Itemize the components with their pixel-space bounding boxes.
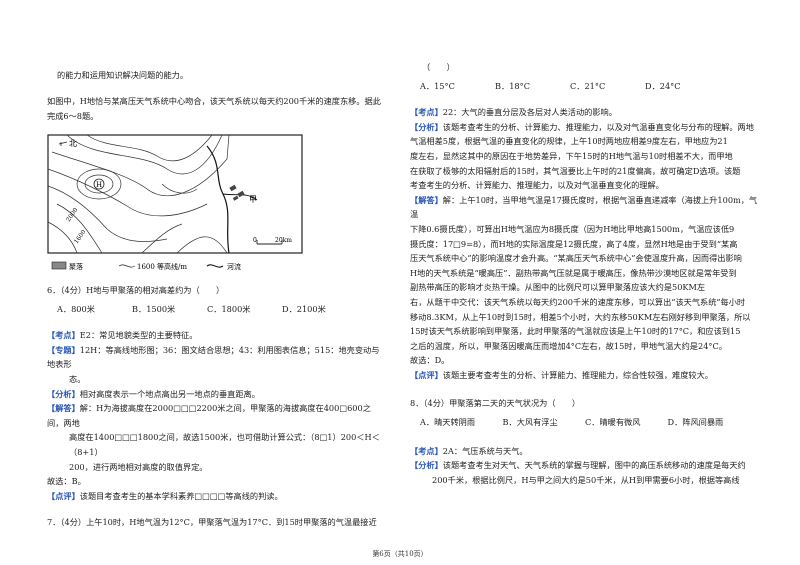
jieda-line-4: 压天气系统中心”的影响温度才会升高。“某高压天气系统中心”会使温度升高，因而得出… xyxy=(410,253,742,264)
jieda-line-5: H地的天气系统是“暖高压”．副热带高气压就是属于暖高压，像热带沙漠地区就是常年受… xyxy=(410,267,737,278)
kaodian-tag: 【考点】 xyxy=(410,445,443,456)
legend-contour-value: 1600 xyxy=(137,263,155,271)
fenxi-line: 【分析】相对高度表示一个地点高出另一地点的垂直距离。 xyxy=(47,388,260,399)
text-line: 的能力和运用知识解决问题的能力。 xyxy=(57,70,189,80)
option-c: C．1800米 xyxy=(207,303,251,314)
option-d: D．2100米 xyxy=(282,303,326,314)
dianping-tag: 【点评】 xyxy=(47,490,80,501)
option-a: A．800米 xyxy=(57,303,95,314)
question-6-block: 6．（4分）H地与甲聚落的相对高差约为（ ） A．800米 B．1500米 C．… xyxy=(47,283,387,530)
jieda-line-8: 移动8.3KM，从上午10时到15时，相差5个小时，大约东移50KM左右刚好移到… xyxy=(410,311,751,322)
jieda-tag: 【解答】 xyxy=(410,194,443,205)
contour-map-svg: 北 甲 H 2000 1600 xyxy=(47,134,303,271)
fenxi-tag: 【分析】 xyxy=(410,121,443,132)
zhuanti-line-2: 态。 xyxy=(69,373,86,384)
legend-contour: 等高线/m xyxy=(157,262,187,271)
scale-zero: 0 xyxy=(253,237,257,244)
jieda-line-2: 高度在1400□□□1800之间，故选1500米，也可借助计算公式：（8□1）2… xyxy=(69,432,380,457)
question-6-options: A．800米 B．1500米 C．1800米 D．2100米 xyxy=(47,302,357,317)
option-b: B．18°C xyxy=(495,80,530,91)
contour-map: 北 甲 H 2000 1600 xyxy=(47,134,303,276)
jieda-line-9: 15时该天气系统影响到甲聚落，此时甲聚落的气温就应该是上午10时的17°C，和应… xyxy=(410,326,741,337)
fenxi-line-q8-2: 200千米，根据比例尺，H与甲之间大约是50千米，从H到甲需要6小时，根据等高线 xyxy=(432,474,740,485)
dianping-tag: 【点评】 xyxy=(410,369,443,380)
contour-legend-icon xyxy=(118,264,136,268)
fenxi-tag: 【分析】 xyxy=(410,460,443,471)
fenxi-line-2: 气温相差5度，根据气温的垂直变化的规律，上午10时两地应相差9度左右，甲地应为2… xyxy=(410,136,728,147)
intro-paragraph: 如图中，H地恰与某高压天气系统中心吻合，该天气系统以每天约200千米的速度东移。… xyxy=(47,96,381,121)
fenxi-line: 【分析】该题考查考生的分析、计算能力、推理能力，以及对气温垂直变化与分布的理解。… xyxy=(410,121,754,132)
kaodian-tag: 【考点】 xyxy=(410,107,443,118)
right-column: （ ） A．15°C B．18°C C．21°C D．24°C 【考点】22：大… xyxy=(410,60,762,487)
question-7-options: A．15°C B．18°C C．21°C D．24°C xyxy=(410,79,720,94)
option-b: B．大风有浮尘 xyxy=(502,417,558,428)
answer-line: 故选：B。 xyxy=(47,476,86,487)
jieda-line-10: 之后的温度，所以，甲聚落因暖高压而增加4°C左右，故15时，甲地气温大约是24°… xyxy=(410,340,727,351)
scale-20km: 20km xyxy=(275,237,292,244)
dianping-line: 【点评】该题目考查考生的基本学科素养□□□□等高线的判读。 xyxy=(47,490,283,501)
option-c: C．21°C xyxy=(570,80,606,91)
north-label: 北 xyxy=(69,139,77,148)
river-legend-icon xyxy=(206,264,224,268)
jia-label: 甲 xyxy=(249,195,257,204)
question-6: 6．（4分）H地与甲聚落的相对高差约为（ ） xyxy=(47,285,225,295)
fenxi-tag: 【分析】 xyxy=(47,388,80,399)
jieda-line: 【解答】解：上午10时，当甲地气温是17摄氏度时，根据气温垂直递减率（海拔上升1… xyxy=(410,194,758,220)
page-footer: 第6页（共10页） xyxy=(372,550,428,558)
jieda-line-6: 副热带高压的影响才炎热干燥。从图中的比例尺可以算甲聚落应该大约是50KM左 xyxy=(410,282,706,293)
fenxi-line-4: 在获取了极够的太阳辐射后的15时，其气温要比上午时的21度偏高，故可确定D选项。… xyxy=(410,165,741,176)
jieda-line-3: 摄氏度：17□9=8），而H地的实际温度是12摄氏度，高了4度，显然H地是由于受… xyxy=(410,238,738,249)
option-d: D．24°C xyxy=(645,80,681,91)
question-7: 7．（4分）上午10时，H地气温为12°C，甲聚落气温为17°C．到15时甲聚落… xyxy=(47,517,377,528)
option-a: A．15°C xyxy=(420,80,455,91)
question-8: 8．（4分）甲聚落第二天的天气状况为（ ） xyxy=(410,398,581,409)
kaodian-line: 【考点】22：大气的垂直分层及各层对人类活动的影响。 xyxy=(410,107,617,118)
village-legend-icon xyxy=(51,261,67,270)
question-8-options: A．晴天转阴雨 B．大风有浮尘 C．晴暖有微风 D．阵风间暴雨 xyxy=(410,415,750,430)
jieda-line-3: 200，进行两地相对高度的取值界定。 xyxy=(69,461,208,472)
legend-village: 聚落 xyxy=(69,262,83,271)
h-label: H xyxy=(96,181,102,189)
fenxi-line-3: 度左右，显然这其中的原因在于地势差异，下午15时的H地气温与10时相差不大，而甲… xyxy=(410,150,733,161)
kaodian-tag: 【考点】 xyxy=(47,330,80,341)
paren-line: （ ） xyxy=(422,62,455,72)
legend-river: 河流 xyxy=(227,262,241,271)
option-a: A．晴天转阴雨 xyxy=(420,417,476,428)
kaodian-line-q8: 【考点】2A：气压系统与天气。 xyxy=(410,445,528,456)
option-d: D．阵风间暴雨 xyxy=(667,417,724,428)
jieda-tag: 【解答】 xyxy=(47,403,80,414)
jieda-line-2: 下降0.6摄氏度），可算出H地气温应为8摄氏度（因为H地比甲地高1500m，气温… xyxy=(410,223,735,234)
dianping-line: 【点评】该题主要考查考生的分析、计算能力、推理能力，综合性较强，难度较大。 xyxy=(410,369,713,380)
zhuanti-line: 【专题】12H：等高线地形图；36：图文结合思想；43：利用图表信息；515：地… xyxy=(47,344,380,370)
jieda-line: 【解答】解：H为海拔高度在2000□□□2200米之间，甲聚落的海拔高度在400… xyxy=(47,403,371,428)
jieda-line-7: 右，从题干中交代：该天气系统以每天约200千米的速度东移，可以算出“该天气系统”… xyxy=(410,296,746,307)
answer-line: 故选：D。 xyxy=(410,355,450,366)
kaodian-line: 【考点】E2：常见地貌类型的主要特征。 xyxy=(47,330,198,341)
zhuanti-tag: 【专题】 xyxy=(47,344,80,355)
fenxi-line-q8: 【分析】该题考查考生对天气、天气系统的掌握与理解，图中的高压系统移动的速度是每天… xyxy=(410,460,746,471)
fenxi-line-5: 考查考生的分析、计算能力、推理能力，以及对气温垂直变化的理解。 xyxy=(410,180,664,191)
option-c: C．晴暖有微风 xyxy=(585,417,641,428)
option-b: B．1500米 xyxy=(132,303,176,314)
